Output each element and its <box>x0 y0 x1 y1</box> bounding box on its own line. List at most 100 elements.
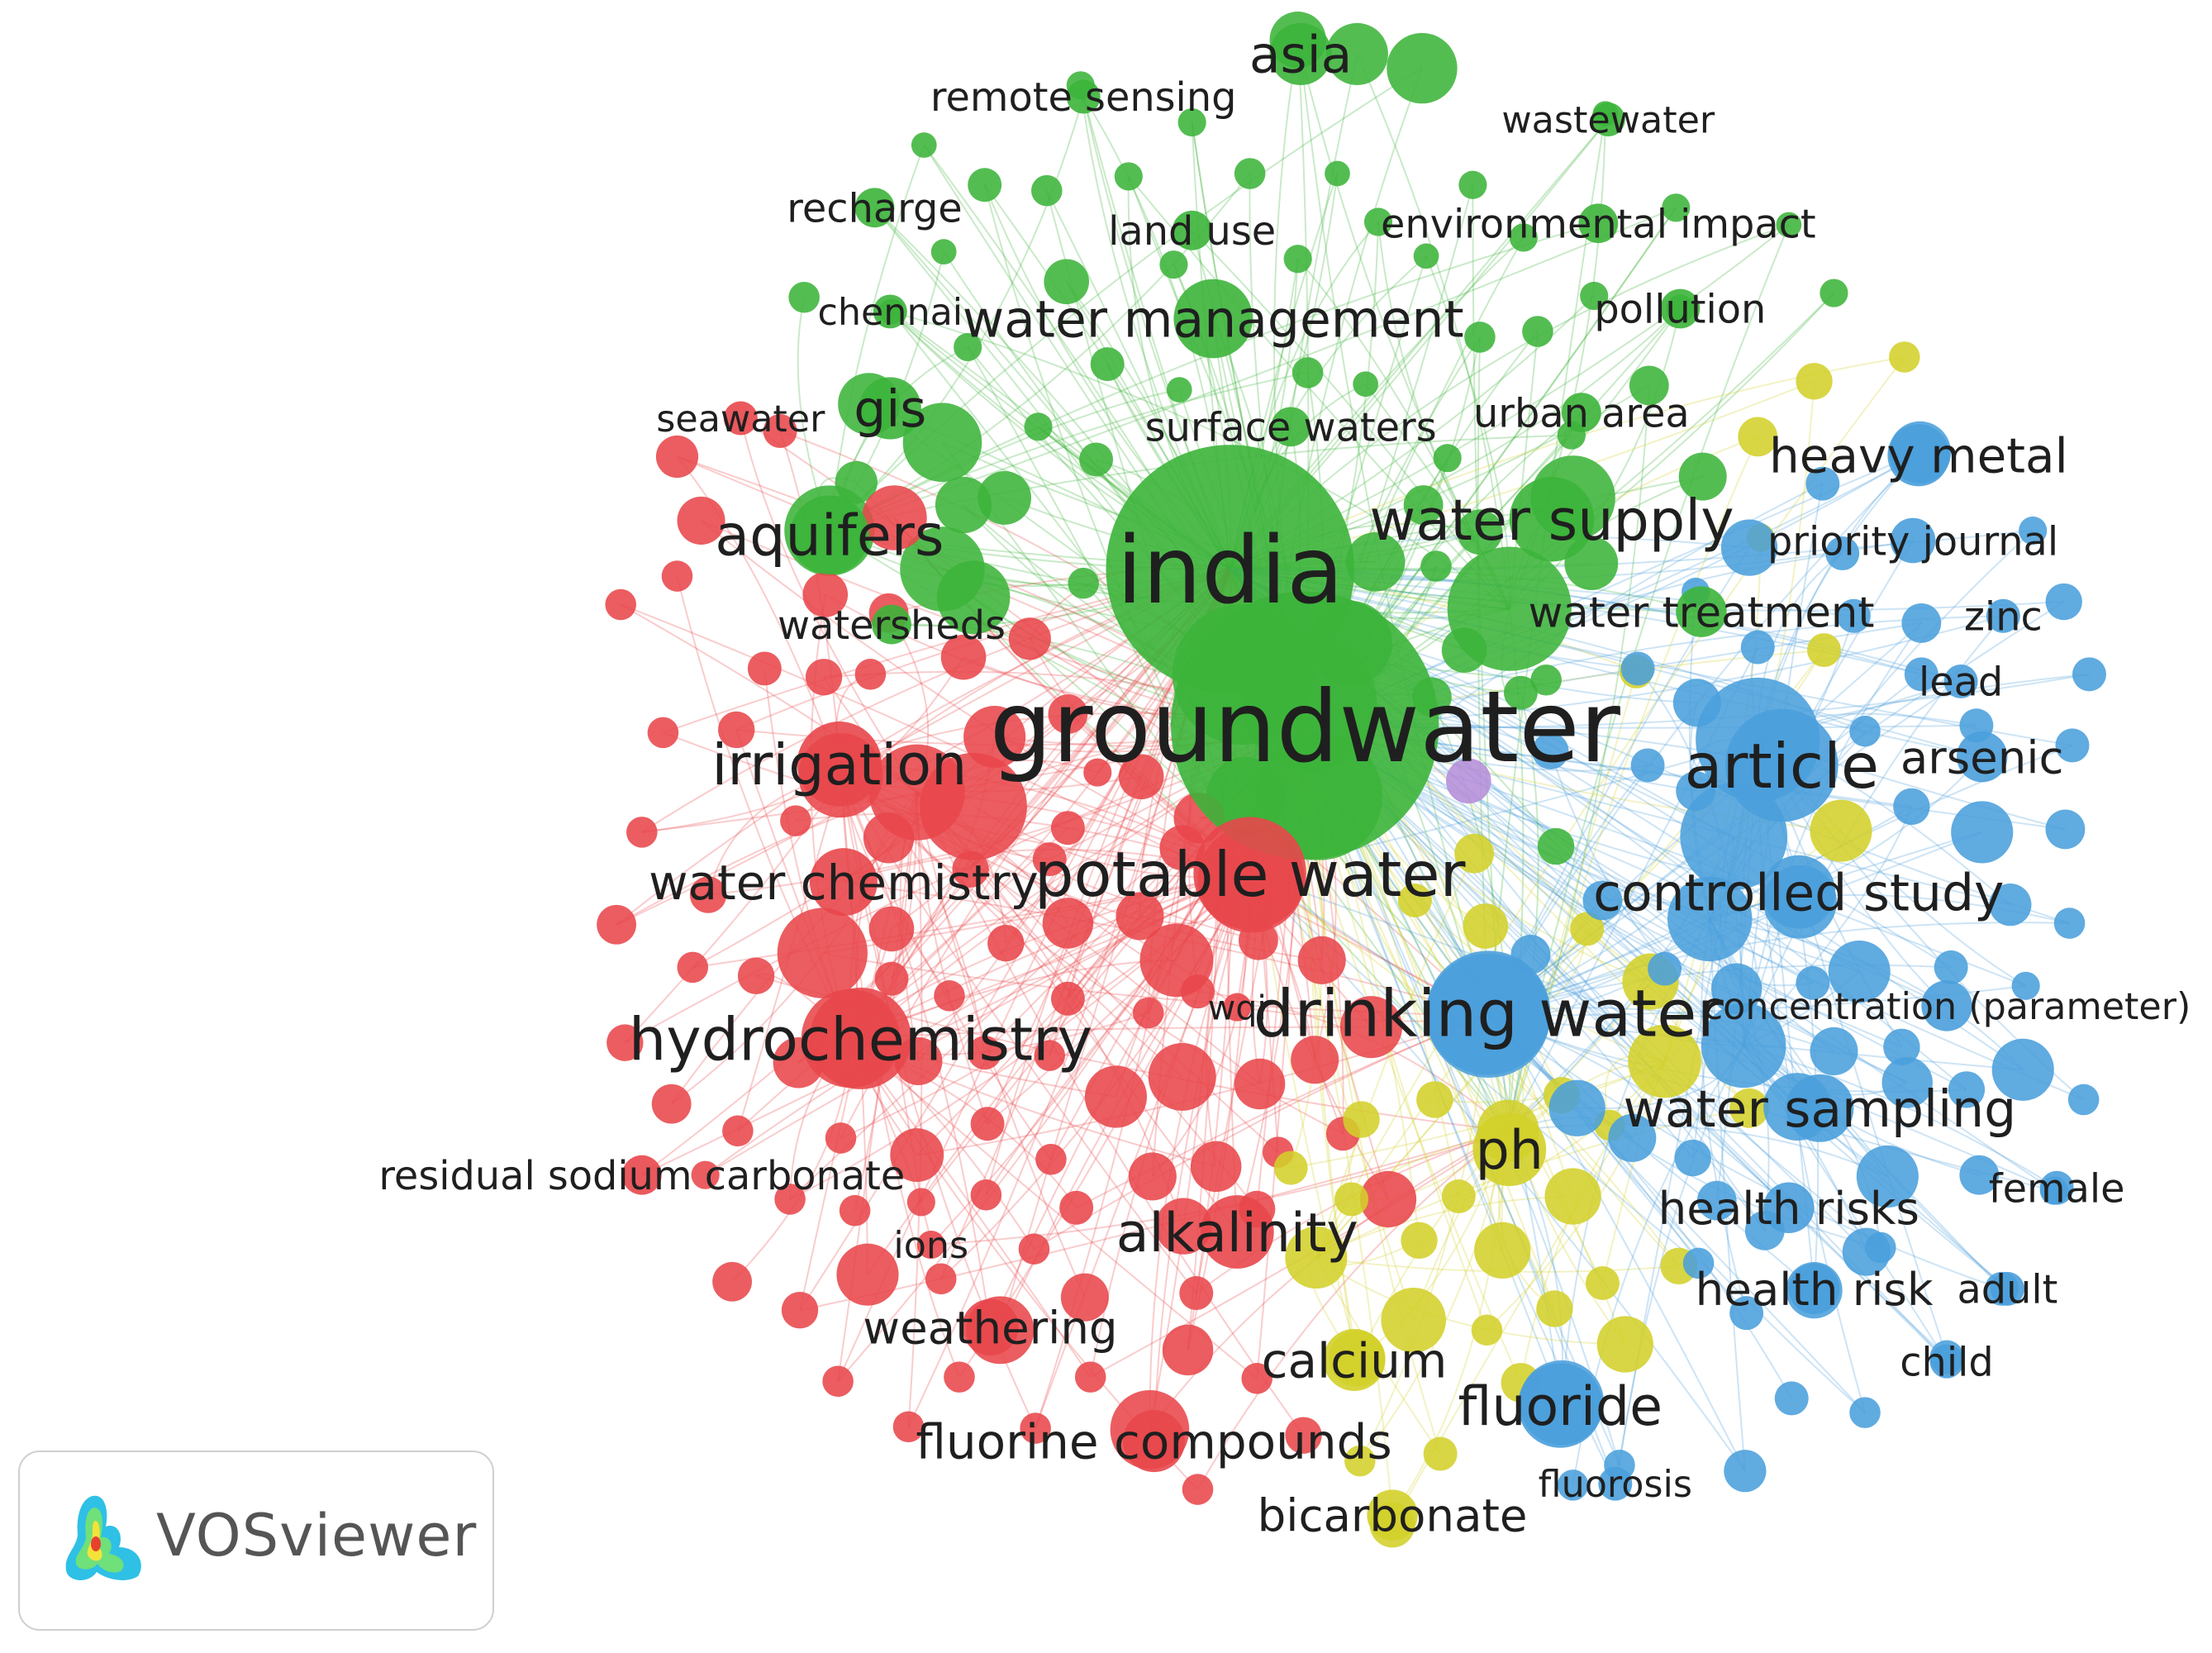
network-node[interactable] <box>920 753 1027 860</box>
network-node[interactable] <box>940 634 987 680</box>
network-node[interactable] <box>677 496 725 545</box>
network-node[interactable] <box>1079 442 1114 477</box>
node-controlled-study[interactable] <box>1762 855 1836 929</box>
network-node[interactable] <box>605 588 636 621</box>
network-node[interactable] <box>1849 715 1881 747</box>
node-hydrochemistry[interactable] <box>809 987 911 1089</box>
network-node[interactable] <box>747 651 782 686</box>
network-node[interactable] <box>1190 1141 1242 1193</box>
network-node[interactable] <box>1509 223 1538 252</box>
label-lead[interactable]: lead <box>1919 660 2003 706</box>
network-node[interactable] <box>805 659 843 696</box>
network-node[interactable] <box>1162 1324 1214 1376</box>
network-node[interactable] <box>1464 322 1496 353</box>
network-node[interactable] <box>1048 694 1088 734</box>
network-node[interactable] <box>890 1128 944 1183</box>
network-node[interactable] <box>1020 1412 1051 1444</box>
network-node[interactable] <box>934 980 965 1012</box>
node-adult[interactable] <box>1990 1271 2024 1306</box>
network-node[interactable] <box>1774 1381 1809 1416</box>
network-node[interactable] <box>1849 1397 1881 1428</box>
network-node[interactable] <box>1662 193 1691 222</box>
network-node[interactable] <box>1292 357 1324 388</box>
network-node[interactable] <box>712 1261 752 1302</box>
network-node[interactable] <box>1381 1287 1446 1353</box>
network-node[interactable] <box>1648 951 1682 986</box>
node-concentration[interactable] <box>1921 980 1972 1031</box>
network-node[interactable] <box>1557 1470 1589 1501</box>
label-controlled-study[interactable]: controlled study <box>1593 863 2004 922</box>
node-ph[interactable] <box>1472 1112 1547 1187</box>
label-seawater[interactable]: seawater <box>656 398 825 441</box>
network-node[interactable] <box>689 876 727 913</box>
network-node[interactable] <box>1285 1226 1348 1289</box>
label-water-management[interactable]: water management <box>963 290 1464 350</box>
network-node[interactable] <box>1457 509 1503 555</box>
node-groundwater[interactable] <box>1171 591 1439 860</box>
network-node[interactable] <box>1238 920 1278 960</box>
node-heavy-metal[interactable] <box>1887 424 1950 487</box>
label-health-risks[interactable]: health risks <box>1658 1182 1919 1235</box>
network-node[interactable] <box>1403 485 1444 525</box>
label-concentration[interactable]: concentration (parameter) <box>1703 986 2191 1028</box>
network-node[interactable] <box>737 957 775 994</box>
network-node[interactable] <box>2072 657 2106 692</box>
network-node[interactable] <box>2019 516 2048 545</box>
network-node[interactable] <box>1413 243 1439 269</box>
network-node[interactable] <box>1059 1190 1094 1225</box>
network-node[interactable] <box>1608 1113 1657 1162</box>
network-node[interactable] <box>1796 965 1830 1000</box>
node-female[interactable] <box>2039 1170 2074 1205</box>
network-node[interactable] <box>1155 1198 1212 1255</box>
label-surface-waters[interactable]: surface waters <box>1145 406 1437 451</box>
node-fluoride[interactable] <box>1518 1363 1603 1448</box>
network-node[interactable] <box>1273 1150 1308 1185</box>
network-node[interactable] <box>1674 1139 1711 1177</box>
label-alkalinity[interactable]: alkalinity <box>1116 1203 1358 1265</box>
label-priority-journal[interactable]: priority journal <box>1767 519 2058 564</box>
node-health-risk[interactable] <box>1788 1263 1840 1315</box>
network-node[interactable] <box>1339 996 1403 1059</box>
label-fluorine-compounds[interactable]: fluorine compounds <box>916 1413 1391 1470</box>
network-node[interactable] <box>1458 170 1487 199</box>
network-node[interactable] <box>935 476 992 534</box>
label-urban-area[interactable]: urban area <box>1473 391 1690 436</box>
network-node[interactable] <box>1445 758 1491 804</box>
label-residual-sodium-carbonate[interactable]: residual sodium carbonate <box>378 1154 905 1199</box>
network-node[interactable] <box>1810 1027 1858 1075</box>
node-drinking-water[interactable] <box>1426 950 1551 1075</box>
network-node[interactable] <box>1114 162 1143 191</box>
node-water-chemistry[interactable] <box>809 848 878 917</box>
node-fluorosis[interactable] <box>1598 1466 1633 1501</box>
network-node[interactable] <box>911 132 937 158</box>
network-node[interactable] <box>854 659 887 690</box>
network-node[interactable] <box>1180 974 1215 1009</box>
node-surface-waters[interactable] <box>1271 407 1311 447</box>
node-recharge[interactable] <box>854 188 895 228</box>
network-node[interactable] <box>1454 833 1494 874</box>
label-water-chemistry[interactable]: water chemistry <box>649 855 1039 911</box>
network-node[interactable] <box>1018 1233 1050 1265</box>
network-node[interactable] <box>1084 1065 1148 1128</box>
network-node[interactable] <box>1628 1024 1701 1098</box>
network-node[interactable] <box>1042 898 1094 949</box>
network-node[interactable] <box>1471 1314 1503 1346</box>
network-node[interactable] <box>1359 1170 1417 1228</box>
label-pollution[interactable]: pollution <box>1594 288 1766 333</box>
network-node[interactable] <box>2055 728 2090 763</box>
node-water-treatment[interactable] <box>1676 586 1727 637</box>
network-node[interactable] <box>1401 1222 1438 1260</box>
network-node[interactable] <box>1423 1436 1458 1471</box>
node-bicarbonate[interactable] <box>1367 1489 1418 1541</box>
network-node[interactable] <box>1740 630 1775 665</box>
network-node[interactable] <box>1544 1168 1601 1225</box>
network-node[interactable] <box>1474 1222 1531 1279</box>
node-watersheds[interactable] <box>872 604 911 645</box>
label-recharge[interactable]: recharge <box>787 187 962 232</box>
network-node[interactable] <box>802 572 849 617</box>
label-bicarbonate[interactable]: bicarbonate <box>1258 1489 1528 1542</box>
network-node[interactable] <box>1536 1290 1573 1327</box>
network-node[interactable] <box>1889 341 1920 373</box>
network-node[interactable] <box>1441 1179 1476 1213</box>
network-node[interactable] <box>1035 1143 1067 1175</box>
